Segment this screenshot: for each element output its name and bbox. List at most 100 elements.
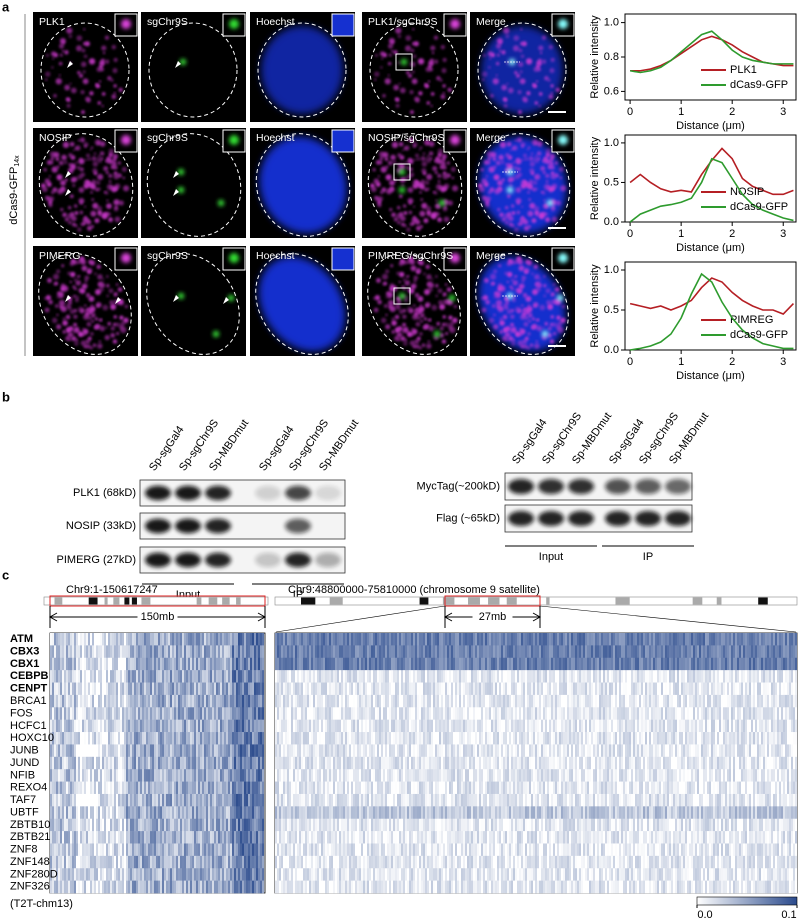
heatmap-cell [457, 670, 459, 683]
heatmap-cell [194, 806, 196, 820]
heatmap-cell [164, 769, 166, 782]
heatmap-cell [285, 645, 287, 659]
heatmap-cell [84, 744, 86, 758]
heatmap-cell [715, 670, 717, 683]
heatmap-cell [136, 868, 138, 881]
heatmap-cell [659, 633, 661, 646]
stain-dot [505, 220, 509, 225]
heatmap-cell [156, 682, 158, 696]
heatmap-cell [721, 670, 723, 683]
stain-dot [552, 283, 556, 286]
heatmap-cell [124, 843, 126, 857]
legend-label: PLK1 [730, 64, 757, 76]
heatmap-cell [186, 831, 188, 844]
heatmap-cell [721, 633, 723, 646]
heatmap-cell [553, 657, 555, 671]
heatmap-cell [68, 744, 70, 758]
heatmap-cell [72, 793, 74, 807]
heatmap-cell [681, 670, 683, 683]
heatmap-cell [258, 793, 260, 807]
stain-dot [114, 292, 118, 296]
heatmap-cell [777, 657, 779, 671]
stain-dot [119, 315, 124, 320]
stain-dot [515, 187, 522, 193]
heatmap-cell [299, 670, 301, 683]
heatmap-cell [88, 744, 90, 758]
heatmap-cell [517, 645, 519, 659]
heatmap-cell [258, 707, 260, 720]
stain-dot [404, 280, 411, 286]
heatmap-cell [174, 719, 176, 733]
heatmap-cell [329, 645, 331, 659]
heatmap-cell [214, 855, 216, 869]
stain-dot [426, 187, 430, 191]
heatmap-cell [154, 744, 156, 758]
heatmap-cell [86, 732, 88, 745]
heatmap-cell [545, 670, 547, 683]
heatmap-cell [421, 657, 423, 671]
heatmap-cell [198, 793, 200, 807]
heatmap-cell [126, 719, 128, 733]
heatmap-cell [184, 732, 186, 745]
heatmap-cell [108, 694, 110, 708]
heatmap-cell [188, 806, 190, 820]
stain-dot [511, 341, 516, 346]
stain-dot [106, 199, 109, 202]
heatmap-cell [202, 744, 204, 758]
heatmap-cell [679, 657, 681, 671]
heatmap-cell [459, 645, 461, 659]
stain-dot [96, 305, 99, 308]
heatmap-cell [120, 831, 122, 844]
heatmap-cell [232, 670, 234, 683]
heatmap-cell [158, 843, 160, 857]
stain-dot [413, 279, 417, 283]
heatmap-cell [60, 818, 62, 832]
blot-band [145, 485, 171, 501]
heatmap-cell [110, 818, 112, 832]
heatmap-cell [50, 793, 52, 807]
stain-dot [495, 43, 502, 49]
heatmap-cell [457, 657, 459, 671]
heatmap-cell [244, 769, 246, 782]
heatmap-cell [172, 843, 174, 857]
heatmap-cell [100, 880, 102, 894]
heatmap-cell [721, 645, 723, 659]
heatmap-cell [493, 645, 495, 659]
heatmap-cell [565, 682, 567, 696]
heatmap-cell [262, 670, 264, 683]
heatmap-cell [497, 633, 499, 646]
heatmap-cell [224, 880, 226, 894]
heatmap-cell [679, 670, 681, 683]
stain-dot [85, 158, 88, 161]
heatmap-cell [687, 633, 689, 646]
stain-dot [516, 308, 522, 314]
stain-dot [53, 93, 57, 98]
heatmap-cell [212, 633, 214, 646]
heatmap-cell [166, 806, 168, 820]
heatmap-cell [525, 633, 527, 646]
heatmap-cell [246, 781, 248, 795]
heatmap-cell [80, 818, 82, 832]
heatmap-cell [172, 793, 174, 807]
heatmap-cell [104, 855, 106, 869]
heatmap-cell [204, 818, 206, 832]
heatmap-cell [373, 682, 375, 696]
heatmap-cell [164, 682, 166, 696]
heatmap-cell [445, 682, 447, 696]
heatmap-cell [617, 670, 619, 683]
heatmap-cell [553, 670, 555, 683]
heatmap-cell [86, 633, 88, 646]
heatmap-cell [96, 868, 98, 881]
blot-band [285, 485, 311, 501]
heatmap-cell [236, 670, 238, 683]
heatmap-cell [80, 707, 82, 720]
heatmap-cell [74, 855, 76, 869]
heatmap-cell [150, 781, 152, 795]
heatmap-cell [104, 694, 106, 708]
heatmap-cell [130, 818, 132, 832]
heatmap-cell [52, 707, 54, 720]
heatmap-cell [64, 657, 66, 671]
heatmap-cell [641, 670, 643, 683]
heatmap-cell [88, 769, 90, 782]
heatmap-cell [200, 880, 202, 894]
